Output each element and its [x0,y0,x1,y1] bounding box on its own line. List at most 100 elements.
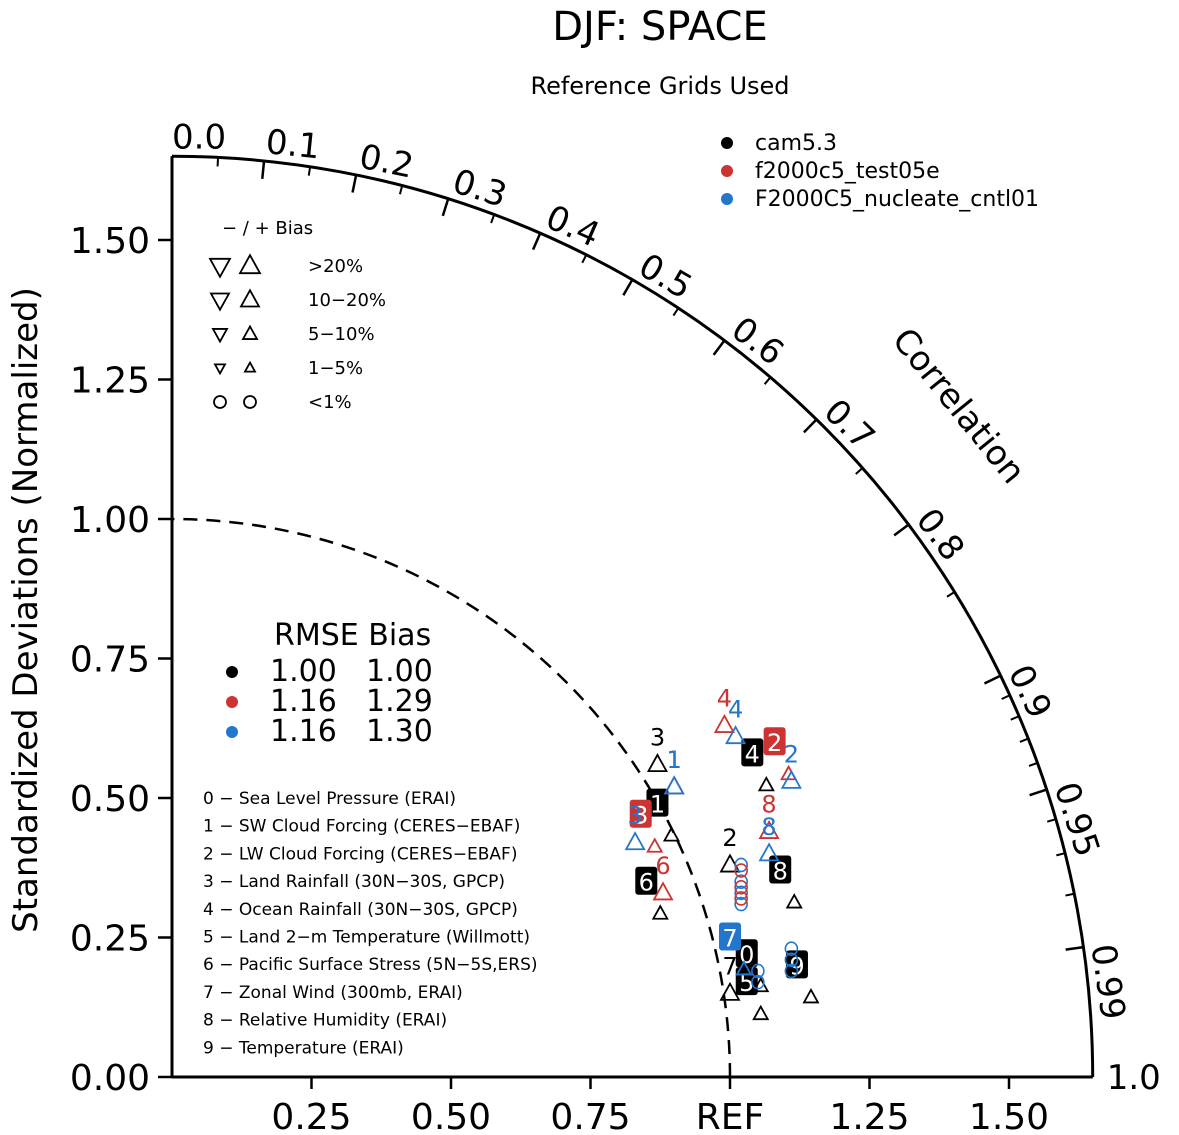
triangle-up-marker [243,360,257,373]
triangle-up-marker [646,837,664,853]
correlation-major-tick [893,523,910,537]
triangle-down-marker [213,363,227,376]
correlation-minor-tick [398,185,404,195]
bias-legend-row: 5−10% [308,324,375,345]
point-box [741,738,764,767]
correlation-minor-tick [1056,852,1066,857]
correlation-minor-tick [763,376,772,385]
triangle-up-marker [758,842,780,862]
correlation-minor-tick [946,591,956,598]
bias-value: 1.00 [366,654,433,689]
circle-marker [784,952,799,968]
y-tick-label: 1.00 [70,500,150,541]
triangle-up-marker [725,725,747,745]
point-label: 2 [784,740,799,768]
correlation-label: Correlation [884,321,1033,492]
bias-legend-row: 1−5% [308,358,363,379]
point-label: 7 [722,952,737,980]
correlation-minor-tick [672,307,680,317]
y-axis-ticks: 0.00 0.25 0.50 0.75 1.00 1.25 1.50 [70,221,172,1099]
series-dot [721,137,733,149]
circle-marker [784,941,799,956]
point-box [769,855,792,884]
chart-subtitle: Reference Grids Used [530,72,789,100]
variable-legend-item: 2 − LW Cloud Forcing (CERES−EBAF) [203,844,517,864]
chart-title: DJF: SPACE [552,4,768,50]
variable-legend-item: 7 − Zonal Wind (300mb, ERAI) [203,983,463,1003]
correlation-minor-tick [1019,737,1029,743]
axes [170,154,1095,1079]
point-label: 7 [722,925,737,953]
correlation-minor-tick [307,166,312,176]
triangle-up-marker [241,324,259,340]
point-box [763,727,786,756]
triangle-up-marker [652,881,674,901]
circle-marker [213,395,227,409]
triangle-up-marker [662,826,680,842]
rmse-legend-dot [226,666,238,678]
correlation-tick-label: 0.8 [908,501,972,568]
triangle-up-marker [785,893,803,909]
bias-legend: − / + Bias >20% 10−20% 5−10% 1−5% <1% [208,218,386,413]
point-label: 1 [667,746,682,774]
correlation-major-tick [531,232,542,251]
series-name: F2000C5_nucleate_cntl01 [755,187,1039,212]
correlation-tick-label: 0.6 [724,309,791,373]
correlation-tick-label: 0.9 [1000,659,1060,725]
variable-legend-item: 9 − Temperature (ERAI) [203,1038,404,1058]
point-label: 6 [639,869,654,897]
point-label: 2 [722,824,737,852]
series-dot [721,193,733,205]
reference-arc [171,517,732,1078]
point-label: 6 [655,852,670,880]
point-label: 8 [761,813,776,841]
bias-legend-row: 10−20% [308,290,386,311]
correlation-major-tick [351,174,358,193]
correlation-major-tick [1029,788,1048,797]
rmse-value: 1.16 [270,714,337,749]
triangle-up-marker [238,253,262,275]
point-box [719,922,741,951]
bias-value: 1.30 [366,714,433,749]
correlation-major-tick [441,198,450,217]
triangle-down-marker [209,292,231,312]
point-label: 9 [789,952,804,980]
correlation-tick-label: 0.2 [356,137,417,187]
correlation-minor-tick [1001,694,1011,700]
circle-marker [243,395,257,409]
x-tick-label: 1.50 [969,1097,1049,1135]
correlation-minor-tick [1010,715,1020,721]
circle-marker [734,885,748,901]
correlation-major-tick [712,339,726,356]
y-tick-label: 0.50 [70,779,150,820]
circle-marker [734,896,748,912]
y-tick-label: 0.75 [70,640,150,681]
point-label: 3 [650,724,665,752]
point-label: 4 [745,740,760,768]
triangle-up-marker [735,960,753,976]
y-tick-label: 1.50 [70,221,150,262]
triangle-up-marker [757,775,775,792]
variable-legend-item: 5 − Land 2−m Temperature (Willmott) [203,928,530,948]
correlation-major-tick [983,674,1002,685]
correlation-tick-label: 0.4 [540,197,606,255]
triangle-up-marker [713,713,735,733]
rmse-value: 1.00 [270,654,337,689]
point-label: 5 [739,969,754,997]
correlation-tick-label: 0.5 [632,246,699,308]
triangle-up-marker [780,769,802,789]
correlation-tick-label: 0.0 [172,117,226,157]
x-tick-label: REF [696,1097,764,1135]
correlation-minor-tick [1028,761,1038,767]
correlation-minor-tick [581,254,588,264]
circle-marker [734,874,748,890]
rmse-value: 1.16 [270,684,337,719]
correlation-major-tick [261,160,266,179]
point-label: 8 [761,791,776,819]
rmse-legend-header: RMSE Bias [274,618,431,653]
point-label: 4 [728,696,743,724]
series-name: cam5.3 [755,131,837,156]
x-tick-label: 0.25 [271,1097,351,1135]
